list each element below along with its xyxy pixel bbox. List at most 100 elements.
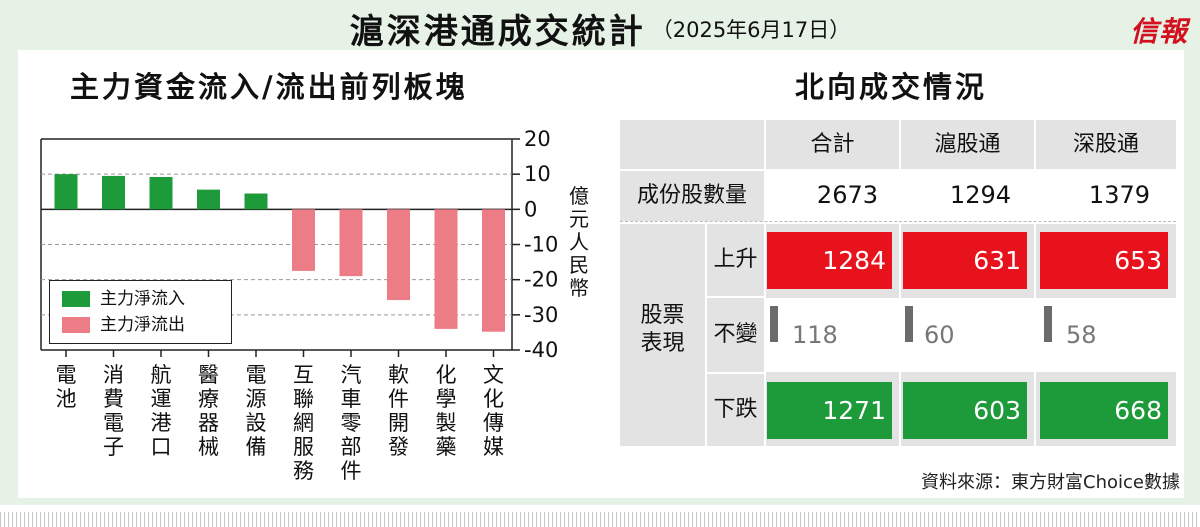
legend-item-inflow: 主力淨流入 <box>62 287 185 311</box>
constituents-label: 成份股數量 <box>636 183 747 208</box>
constituents-label-cell <box>620 171 764 221</box>
bar-inflow <box>102 175 125 210</box>
down-count-shenzhen: 668 <box>1040 382 1168 439</box>
unchanged-bar-shenzhen <box>1044 306 1052 342</box>
x-tick-label-char: 互 <box>293 363 314 387</box>
bar-inflow <box>54 174 78 210</box>
x-tick-label-char: 服 <box>293 435 314 459</box>
page-title: 滬深港通成交統計 （2025年6月17日） <box>0 4 1200 52</box>
y-tick-label: 10 <box>524 162 551 186</box>
y-tick-label: -10 <box>524 233 558 257</box>
performance-label-line1: 股票 <box>640 303 685 328</box>
x-tick-label-char: 文 <box>483 363 504 387</box>
x-tick-label-char: 港 <box>151 411 172 435</box>
unchanged-bar-total <box>770 306 778 342</box>
y-axis-unit-label: 億元人民幣 <box>569 184 589 300</box>
bar-inflow <box>197 189 220 210</box>
legend-swatch-inflow <box>62 291 90 307</box>
column-header-shanghai: 滬股通 <box>934 132 1001 157</box>
down-count-total: 1271 <box>767 382 892 439</box>
constituents-shenzhen: 1379 <box>1088 181 1150 209</box>
legend-label-inflow: 主力淨流入 <box>100 289 185 309</box>
up-count-shenzhen: 653 <box>1040 232 1168 289</box>
x-tick-label-char: 媒 <box>483 435 504 459</box>
chart-subtitle: 主力資金流入/流出前列板塊 <box>70 70 468 104</box>
unchanged-count-shenzhen: 58 <box>1066 321 1097 349</box>
legend-item-outflow: 主力淨流出 <box>62 313 185 337</box>
column-header-shenzhen: 深股通 <box>1072 132 1139 157</box>
y-tick-label: 20 <box>524 127 551 151</box>
row-label-unchanged: 不變 <box>713 322 758 347</box>
row-divider <box>620 221 1176 222</box>
table-subtitle: 北向成交情況 <box>795 70 988 104</box>
bar-inflow <box>149 176 173 210</box>
unchanged-count-total: 118 <box>792 321 838 349</box>
x-tick-label-char: 學 <box>436 387 457 411</box>
table-header-total-cell <box>766 120 899 169</box>
chart-legend: 主力淨流入 主力淨流出 <box>49 280 232 344</box>
y-tick-label: -30 <box>524 303 558 327</box>
source-note: 資料來源：東方財富Choice數據 <box>921 472 1180 493</box>
x-tick-label-char: 池 <box>56 387 77 411</box>
x-tick-label-char: 藥 <box>436 435 457 459</box>
x-tick-label-char: 電 <box>103 411 124 435</box>
x-tick-label-char: 發 <box>388 435 409 459</box>
row-label-cell-down <box>707 374 764 446</box>
x-tick-label-char: 網 <box>293 411 314 435</box>
legend-label-outflow: 主力淨流出 <box>100 315 185 335</box>
x-tick-label-char: 電 <box>56 363 77 387</box>
performance-label-cell <box>620 224 705 446</box>
x-tick-label-char: 械 <box>198 435 219 459</box>
x-tick-label-char: 消 <box>103 363 124 387</box>
bar-outflow <box>387 209 410 301</box>
unchanged-cell-shanghai <box>901 298 1034 372</box>
x-tick-label-char: 口 <box>151 435 172 459</box>
performance-label-line2: 表現 <box>640 331 685 356</box>
x-tick-label-char: 電 <box>246 363 267 387</box>
x-tick-label-char: 化 <box>436 363 457 387</box>
table-header-sh-cell <box>901 120 1034 169</box>
x-tick-label-char: 設 <box>246 411 267 435</box>
x-tick-label-char: 器 <box>198 411 219 435</box>
x-tick-label-char: 聯 <box>293 387 314 411</box>
table-header-blank <box>620 120 764 169</box>
publisher-logo: 信報 <box>1129 15 1188 48</box>
x-tick-label-char: 件 <box>388 387 409 411</box>
x-tick-label-char: 費 <box>103 387 124 411</box>
y-tick-label: -20 <box>524 268 558 292</box>
y-tick-label: -40 <box>524 338 558 362</box>
row-label-cell-up <box>707 224 764 296</box>
row-label-cell-unchanged <box>707 298 764 372</box>
bar-outflow <box>339 209 363 277</box>
x-tick-label-char: 軟 <box>388 363 409 387</box>
x-tick-label-char: 療 <box>198 387 219 411</box>
x-tick-label-char: 備 <box>246 435 267 459</box>
unchanged-cell-shenzhen <box>1036 298 1176 372</box>
x-tick-label-char: 傳 <box>483 411 504 435</box>
x-tick-label-char: 運 <box>151 387 172 411</box>
unchanged-cell-total <box>766 298 899 372</box>
x-tick-label-char: 汽 <box>341 363 362 387</box>
table-header-sz-cell <box>1036 120 1176 169</box>
x-tick-label-char: 源 <box>246 387 267 411</box>
x-tick-label-char: 製 <box>436 411 457 435</box>
x-tick-label-char: 化 <box>483 387 504 411</box>
x-tick-label-char: 車 <box>341 387 362 411</box>
x-tick-label-char: 務 <box>293 459 314 483</box>
constituents-shanghai: 1294 <box>949 181 1011 209</box>
column-header-total: 合計 <box>810 132 855 157</box>
bar-inflow <box>244 193 268 210</box>
title-text: 滬深港通成交統計 <box>349 12 646 52</box>
bar-outflow <box>482 209 505 332</box>
x-tick-label-char: 部 <box>341 435 362 459</box>
down-count-shanghai: 603 <box>903 382 1027 439</box>
unchanged-bar-shanghai <box>905 306 913 342</box>
title-date: （2025年6月17日） <box>651 17 851 42</box>
x-tick-label-char: 零 <box>341 411 362 435</box>
bottom-strip <box>0 512 1200 527</box>
x-tick-label-char: 開 <box>388 411 409 435</box>
constituents-total: 2673 <box>816 181 878 209</box>
x-tick-label-char: 件 <box>341 459 362 483</box>
legend-swatch-outflow <box>62 317 90 333</box>
